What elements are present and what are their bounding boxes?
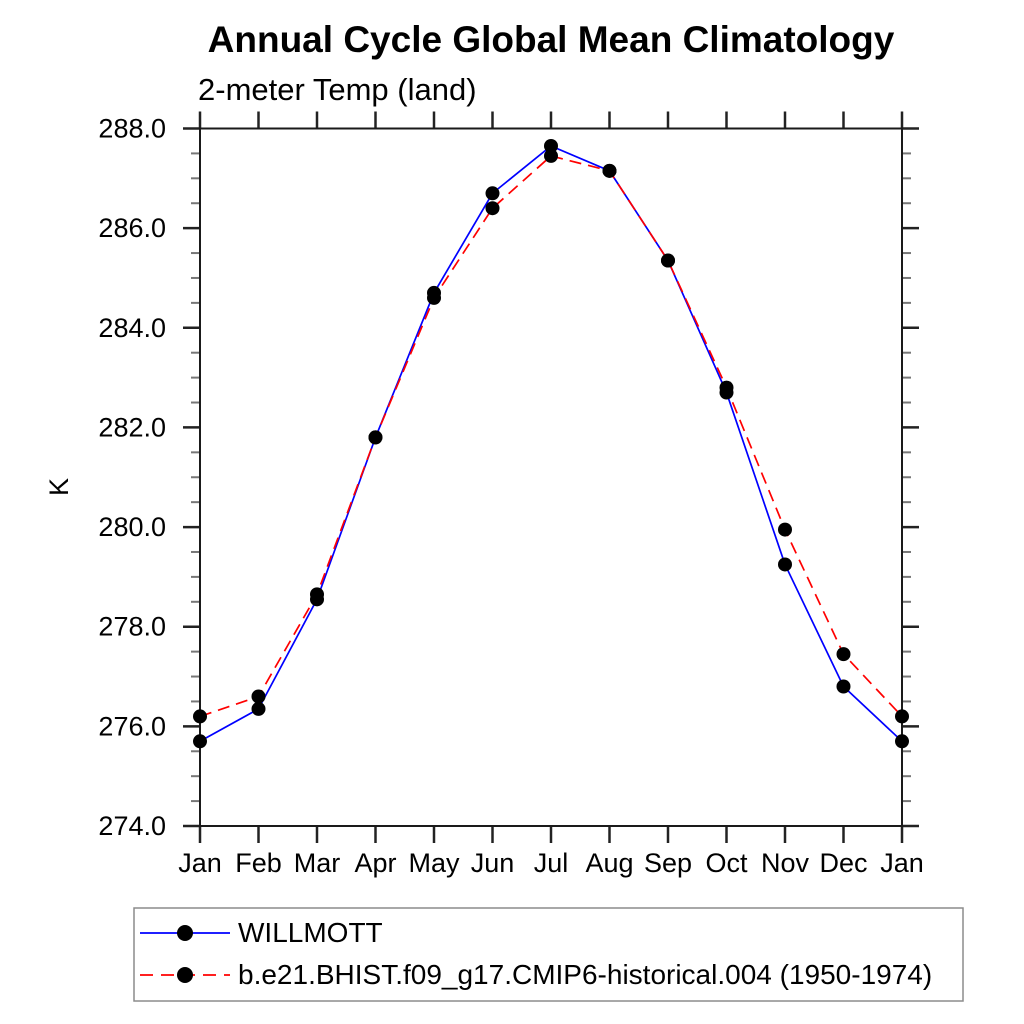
legend-marker-icon	[177, 967, 193, 983]
legend-entry-model: b.e21.BHIST.f09_g17.CMIP6-historical.004…	[140, 959, 932, 990]
x-axis-tick-label: Apr	[354, 848, 396, 878]
data-point-marker-model	[310, 587, 324, 602]
x-axis-tick-label: Feb	[235, 848, 282, 878]
x-axis-tick-label: Jan	[178, 848, 222, 878]
chart-subtitle: 2-meter Temp (land)	[198, 72, 477, 107]
legend: WILLMOTT b.e21.BHIST.f09_g17.CMIP6-histo…	[133, 907, 964, 1002]
y-axis-label: K	[44, 478, 74, 496]
y-axis-tick-label: 274.0	[98, 811, 166, 841]
x-axis-tick-label: Jun	[471, 848, 515, 878]
data-point-marker-model	[427, 290, 441, 305]
y-axis-tick-label: 286.0	[98, 213, 166, 243]
data-point-marker-willmott	[485, 186, 500, 201]
data-point-marker-willmott	[251, 701, 266, 716]
y-axis-tick-label: 276.0	[98, 711, 166, 741]
data-point-marker-willmott	[193, 734, 207, 749]
data-point-marker-model	[602, 163, 617, 178]
data-point-marker-willmott	[778, 557, 792, 572]
y-axis-tick-label: 278.0	[98, 612, 166, 642]
data-point-marker-willmott	[544, 138, 558, 153]
x-axis-tick-label: Dec	[819, 848, 867, 878]
data-point-marker-model	[836, 647, 851, 662]
data-point-marker-model	[251, 689, 266, 704]
data-point-marker-willmott	[895, 734, 909, 749]
x-axis-tick-label: Sep	[644, 848, 692, 878]
x-axis-tick-label: Nov	[761, 848, 810, 878]
data-point-marker-willmott	[836, 679, 851, 694]
legend-label-willmott: WILLMOTT	[238, 917, 383, 948]
data-point-marker-model	[193, 709, 207, 724]
data-point-marker-model	[719, 380, 734, 395]
x-axis-tick-label: Mar	[294, 848, 341, 878]
y-axis-tick-label: 280.0	[98, 512, 166, 542]
plot-frame	[199, 127, 903, 827]
legend-label-model: b.e21.BHIST.f09_g17.CMIP6-historical.004…	[238, 959, 932, 990]
y-axis-tick-label: 284.0	[98, 313, 166, 343]
x-axis-tick-label: Aug	[585, 848, 633, 878]
y-axis-tick-label: 282.0	[98, 412, 166, 442]
y-axis-tick-label: 288.0	[98, 114, 166, 144]
plot-area: 274.0 276.0 278.0 280.0 282.0 284.0 286.0 288.0…	[98, 111, 924, 878]
x-axis-tick-label: Jan	[880, 848, 924, 878]
legend-box	[133, 907, 964, 1002]
legend-entry-willmott: WILLMOTT	[140, 917, 383, 948]
data-point-marker-model	[895, 709, 909, 724]
x-axis-tick-label: Oct	[705, 848, 748, 878]
data-point-marker-model	[661, 253, 675, 268]
data-point-marker-model	[485, 201, 500, 216]
series-line-model	[199, 154, 903, 718]
data-point-marker-model	[544, 148, 558, 163]
x-axis-tick-label: Jul	[534, 848, 569, 878]
chart-title: Annual Cycle Global Mean Climatology	[208, 19, 895, 60]
data-point-marker-model	[368, 430, 383, 445]
x-axis-tick-label: May	[408, 848, 460, 878]
data-point-marker-model	[778, 522, 792, 537]
series-line-willmott	[199, 144, 903, 743]
legend-marker-icon	[177, 925, 193, 941]
